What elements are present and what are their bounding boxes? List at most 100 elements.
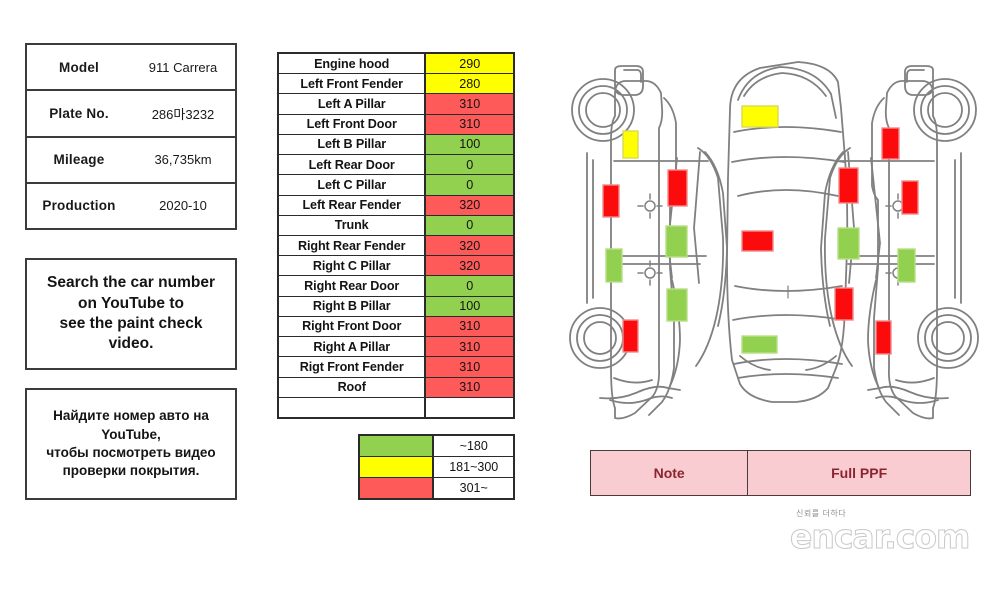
part-name: Right B Pillar — [279, 296, 427, 316]
color-legend: ~180 181~300 301~ — [358, 434, 515, 500]
info-label: Production — [42, 198, 116, 214]
part-name: Trunk — [279, 215, 427, 235]
table-row: Roof 310 — [279, 377, 513, 398]
part-thickness-value: 290 — [426, 54, 513, 74]
part-name — [279, 397, 427, 417]
part-name: Right C Pillar — [279, 256, 427, 276]
part-name: Right A Pillar — [279, 337, 427, 357]
watermark-brand: encar.com — [790, 517, 971, 556]
table-row: Rigt Front Fender 310 — [279, 357, 513, 378]
part-thickness-value: 320 — [426, 195, 513, 215]
legend-swatch-red — [360, 478, 435, 498]
info-value: 286마3232 — [151, 106, 215, 122]
notice-line: video. — [108, 335, 154, 353]
part-name: Right Rear Door — [279, 276, 427, 296]
part-name: Left Front Fender — [279, 74, 427, 94]
damage-marker — [875, 320, 892, 355]
part-thickness-value: 310 — [426, 377, 513, 397]
legend-row: 181~300 — [360, 457, 513, 478]
legend-row: 301~ — [360, 478, 513, 498]
table-row: Left Front Fender 280 — [279, 74, 513, 95]
table-row: Left B Pillar 100 — [279, 134, 513, 156]
part-thickness-value: 310 — [426, 114, 513, 134]
damage-marker — [667, 169, 688, 207]
table-row: Right A Pillar 310 — [279, 337, 513, 358]
part-name: Left Front Door — [279, 114, 427, 134]
part-name: Left C Pillar — [279, 175, 427, 195]
damage-marker — [901, 180, 919, 215]
part-thickness-value: 0 — [426, 215, 513, 235]
right-side-view-outline — [820, 65, 979, 420]
part-name: Left Rear Fender — [279, 195, 427, 215]
info-value: 36,735km — [154, 152, 212, 168]
damage-marker — [741, 335, 778, 354]
legend-range: 301~ — [459, 481, 488, 495]
part-name: Right Front Door — [279, 316, 427, 337]
damage-marker — [741, 105, 779, 128]
damage-marker — [622, 130, 639, 159]
table-row: Left Rear Fender 320 — [279, 195, 513, 216]
info-value: 2020-10 — [159, 198, 207, 214]
paint-thickness-table: Engine hood 290 Left Front Fender 280 Left A… — [277, 52, 515, 419]
notice-line: чтобы посмотреть видео — [46, 445, 216, 460]
part-thickness-value: 0 — [426, 175, 513, 195]
youtube-notice-russian: Найдите номер авто на YouTube, чтобы пос… — [25, 388, 237, 500]
damage-marker — [741, 230, 774, 252]
table-row: Left C Pillar 0 — [279, 175, 513, 196]
part-name: Left A Pillar — [279, 94, 427, 114]
table-row: Mileage 36,735km — [27, 138, 235, 184]
part-thickness-value: 100 — [426, 134, 513, 155]
notice-line: see the paint check — [59, 315, 203, 332]
notice-line: on YouTube to — [78, 294, 184, 312]
notice-line: YouTube, — [101, 426, 161, 442]
part-thickness-value: 310 — [426, 337, 513, 357]
notice-line: Найдите номер авто на — [53, 408, 209, 424]
table-row: Left A Pillar 310 — [279, 94, 513, 115]
part-thickness-value — [426, 398, 513, 417]
table-row — [279, 397, 513, 417]
table-row: Right C Pillar 320 — [279, 256, 513, 277]
part-thickness-value: 310 — [426, 316, 513, 337]
legend-range: ~180 — [459, 439, 488, 453]
part-thickness-value: 0 — [426, 155, 513, 175]
watermark-tagline: 신뢰를 더하다 — [796, 509, 847, 518]
table-row: Production 2020-10 — [27, 184, 235, 228]
part-name: Engine hood — [279, 54, 427, 74]
part-name: Roof — [279, 377, 427, 397]
note-value: Full PPF — [748, 451, 970, 495]
legend-row: ~180 — [360, 436, 513, 457]
notice-line: Search the car number — [47, 274, 215, 292]
note-section: Note Full PPF — [590, 450, 971, 496]
damage-marker — [622, 319, 639, 353]
left-side-view-outline — [569, 65, 728, 420]
damage-marker — [838, 167, 859, 204]
table-row: Right Rear Door 0 — [279, 276, 513, 297]
info-label: Model — [59, 59, 99, 75]
table-row: Left Rear Door 0 — [279, 155, 513, 176]
table-row: Left Front Door 310 — [279, 114, 513, 135]
part-name: Left B Pillar — [279, 134, 427, 155]
part-name: Right Rear Fender — [279, 235, 427, 256]
info-label: Plate No. — [49, 105, 109, 121]
part-thickness-value: 280 — [426, 74, 513, 94]
top-view-outline — [726, 61, 849, 403]
table-row: Trunk 0 — [279, 215, 513, 236]
damage-marker — [834, 287, 854, 321]
legend-swatch-green — [360, 436, 435, 456]
table-row: Model 911 Carrera — [27, 45, 235, 92]
note-label: Note — [591, 451, 749, 495]
part-thickness-value: 320 — [426, 235, 513, 256]
info-label: Mileage — [53, 152, 105, 168]
damage-marker — [605, 248, 623, 283]
car-body-diagram — [548, 48, 1000, 443]
notice-line: проверки покрытия. — [62, 463, 200, 479]
table-row: Plate No. 286마3232 — [27, 91, 235, 138]
legend-range: 181~300 — [449, 460, 499, 474]
part-thickness-value: 0 — [426, 276, 513, 296]
legend-swatch-yellow — [360, 457, 435, 477]
part-thickness-value: 310 — [426, 357, 513, 377]
table-row: Right Rear Fender 320 — [279, 235, 513, 257]
part-name: Left Rear Door — [279, 155, 427, 175]
youtube-notice-english: Search the car number on YouTube to see … — [25, 258, 237, 370]
